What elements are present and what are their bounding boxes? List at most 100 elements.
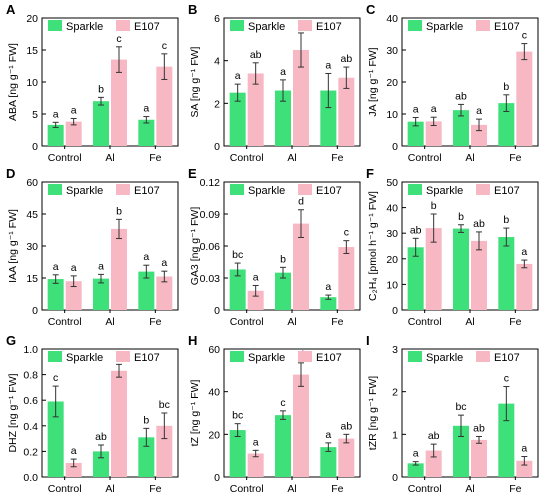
significance-letter: b bbox=[280, 253, 286, 265]
significance-letter: b bbox=[503, 81, 509, 93]
significance-letter: a bbox=[325, 429, 331, 441]
bar-sparkle bbox=[229, 269, 246, 310]
legend-label-e107: E107 bbox=[316, 185, 342, 197]
y-tick-label: 20 bbox=[386, 254, 398, 266]
y-tick-label: 0.4 bbox=[23, 421, 38, 433]
panel-letter: E bbox=[188, 166, 197, 181]
x-tick-label: Al bbox=[105, 483, 114, 495]
bar-sparkle bbox=[453, 110, 469, 146]
y-tick-label: 0.8 bbox=[23, 370, 38, 382]
bar-sparkle bbox=[320, 90, 337, 146]
x-tick-label: Al bbox=[287, 152, 296, 164]
significance-letter: bc bbox=[232, 249, 243, 261]
y-tick-label: 0 bbox=[214, 305, 220, 317]
bar-e107 bbox=[516, 460, 533, 477]
y-tick-label: 20 bbox=[208, 429, 220, 441]
significance-letter: a bbox=[53, 261, 59, 273]
y-tick-label: 0 bbox=[214, 472, 220, 484]
significance-letter: a bbox=[521, 246, 527, 258]
significance-letter: a bbox=[235, 70, 241, 82]
y-tick-label: 15 bbox=[26, 273, 38, 285]
x-tick-label: Al bbox=[287, 483, 296, 495]
bar-sparkle bbox=[275, 272, 291, 310]
y-tick-label: 0 bbox=[32, 141, 38, 153]
significance-letter: bc bbox=[232, 410, 243, 422]
x-tick-label: Al bbox=[105, 316, 114, 328]
significance-letter: c bbox=[344, 227, 349, 239]
bar-e107 bbox=[65, 281, 82, 310]
y-tick-label: 1 bbox=[392, 429, 398, 441]
y-tick-label: 0.12 bbox=[200, 177, 221, 189]
bar-e107 bbox=[516, 263, 533, 310]
y-axis-label: tZR [ng g⁻¹ FW] bbox=[367, 376, 379, 450]
bar-sparkle bbox=[229, 430, 246, 477]
significance-letter: ab bbox=[428, 430, 440, 442]
panel-letter: H bbox=[188, 333, 197, 348]
y-axis-label: SA [ng g⁻¹ FW] bbox=[189, 46, 201, 117]
bar-sparkle bbox=[275, 415, 291, 477]
bar-sparkle bbox=[453, 228, 469, 310]
significance-letter: ab bbox=[95, 431, 107, 443]
y-axis-label: IAA [ng g⁻¹ FW] bbox=[7, 209, 19, 283]
legend-label-e107: E107 bbox=[134, 185, 160, 197]
y-tick-label: 0 bbox=[392, 141, 398, 153]
x-tick-label: Al bbox=[465, 316, 474, 328]
legend-label-sparkle: Sparkle bbox=[66, 21, 103, 33]
y-tick-label: 10 bbox=[386, 109, 398, 121]
legend-label-sparkle: Sparkle bbox=[426, 352, 463, 364]
bar-sparkle bbox=[138, 119, 155, 146]
significance-letter: a bbox=[253, 271, 259, 283]
legend-swatch-sparkle bbox=[408, 184, 422, 195]
y-tick-label: 20 bbox=[386, 77, 398, 89]
significance-letter: a bbox=[413, 448, 419, 460]
bar-sparkle bbox=[138, 437, 155, 477]
legend-label-e107: E107 bbox=[316, 21, 342, 33]
significance-letter: d bbox=[298, 196, 304, 208]
y-tick-label: 0.2 bbox=[23, 446, 38, 458]
bar-sparkle bbox=[407, 463, 424, 477]
bar-sparkle bbox=[229, 92, 246, 146]
x-tick-label: Control bbox=[408, 316, 442, 328]
legend-swatch-e107 bbox=[298, 20, 312, 31]
bar-e107 bbox=[516, 51, 533, 146]
significance-letter: a bbox=[280, 66, 286, 78]
significance-letter: b bbox=[98, 83, 104, 95]
bar-sparkle bbox=[93, 278, 109, 310]
bar-e107 bbox=[293, 374, 309, 477]
significance-letter: a bbox=[431, 103, 437, 115]
x-tick-label: Fe bbox=[509, 152, 521, 164]
bar-e107 bbox=[338, 247, 355, 310]
bar-e107 bbox=[425, 121, 442, 146]
y-tick-label: 20 bbox=[26, 13, 38, 25]
significance-letter: ab bbox=[340, 53, 352, 65]
significance-letter: c bbox=[504, 373, 509, 385]
x-tick-label: Fe bbox=[149, 483, 161, 495]
legend-swatch-sparkle bbox=[230, 20, 244, 31]
legend-label-e107: E107 bbox=[134, 21, 160, 33]
y-tick-label: 0 bbox=[392, 305, 398, 317]
legend-swatch-sparkle bbox=[408, 20, 422, 31]
significance-letter: a bbox=[476, 105, 482, 117]
panel-letter: C bbox=[366, 2, 376, 17]
legend-swatch-sparkle bbox=[48, 184, 62, 195]
significance-letter: ab bbox=[455, 90, 467, 102]
y-tick-label: 60 bbox=[26, 177, 38, 189]
bar-e107 bbox=[65, 462, 82, 477]
legend-label-sparkle: Sparkle bbox=[248, 21, 285, 33]
bar-e107 bbox=[111, 228, 127, 310]
bar-e107 bbox=[156, 66, 173, 146]
legend-swatch-e107 bbox=[116, 184, 130, 195]
panel-letter: B bbox=[188, 2, 197, 17]
y-tick-label: 0.06 bbox=[200, 241, 221, 253]
y-axis-label: GA3 [ng g⁻¹ FW] bbox=[189, 207, 201, 286]
significance-letter: a bbox=[413, 104, 419, 116]
legend-swatch-e107 bbox=[476, 20, 490, 31]
y-axis-label: C₂H₄ [pmol h⁻¹ g⁻¹ FW] bbox=[367, 191, 379, 301]
x-tick-label: Control bbox=[230, 483, 264, 495]
x-tick-label: Al bbox=[465, 483, 474, 495]
legend-label-e107: E107 bbox=[316, 352, 342, 364]
bar-e107 bbox=[471, 439, 487, 477]
